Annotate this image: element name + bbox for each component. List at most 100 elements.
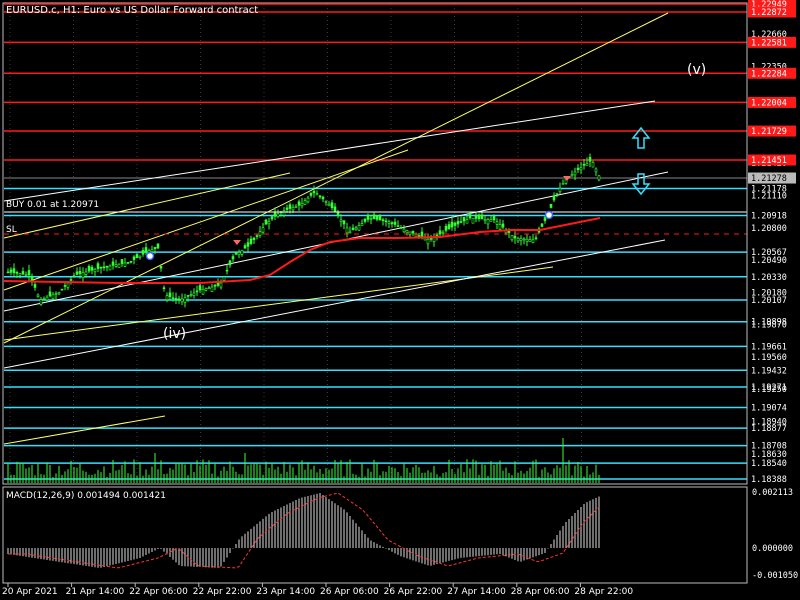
candle-body	[126, 262, 130, 264]
candle-body	[171, 297, 175, 299]
candle-body	[357, 225, 361, 231]
wave-label-v: (v)	[687, 62, 706, 78]
horizontal-levels[interactable]	[4, 3, 747, 480]
candle-body	[33, 284, 37, 288]
candlesticks	[6, 153, 601, 308]
candle-body	[153, 247, 157, 250]
sell-marker-icon[interactable]	[563, 176, 571, 181]
candle-body	[117, 263, 121, 268]
candle-body	[156, 243, 160, 249]
candle-body	[6, 271, 10, 274]
price-tag	[748, 36, 796, 48]
candle-body	[450, 221, 454, 228]
candle-body	[228, 260, 232, 266]
candle-body	[303, 200, 307, 205]
candle-body	[573, 171, 577, 176]
candle-body	[123, 262, 127, 267]
candle-body	[306, 197, 310, 203]
time-tick-label: 26 Apr 06:00	[320, 587, 379, 597]
candle-body	[348, 231, 352, 234]
candle-body	[558, 188, 562, 193]
trend-channel-line[interactable]	[3, 149, 409, 291]
candle-body	[36, 294, 40, 298]
candle-body	[525, 238, 529, 243]
candle-body	[366, 214, 370, 220]
candle-body	[441, 231, 445, 234]
candle-body	[159, 265, 163, 269]
candle-body	[60, 288, 64, 291]
volume-bars	[7, 438, 600, 483]
candle-body	[468, 212, 472, 219]
candle-body	[420, 231, 424, 238]
candle-body	[477, 214, 481, 220]
candle-body	[267, 221, 271, 225]
candle-body	[162, 287, 166, 289]
price-pane[interactable]: EURUSD.c, H1: Euro vs US Dollar Forward …	[2, 2, 748, 485]
macd-title: MACD(12,26,9) 0.001494 0.001421	[6, 491, 166, 501]
price-tick-label: 1.19661	[751, 342, 787, 352]
candle-body	[222, 276, 226, 281]
trend-channel-line[interactable]	[3, 172, 291, 239]
candle-body	[432, 237, 436, 242]
candle-body	[129, 260, 133, 263]
candle-body	[255, 235, 259, 237]
candle-body	[87, 266, 91, 272]
candle-body	[102, 266, 106, 269]
sell-marker-icon[interactable]	[233, 240, 241, 245]
candle-body	[207, 287, 211, 290]
price-tag	[748, 0, 796, 10]
candle-body	[354, 227, 358, 230]
candle-body	[456, 221, 460, 225]
trend-channel-line[interactable]	[3, 239, 666, 369]
candle-body	[132, 256, 136, 260]
candle-body	[513, 235, 517, 239]
candle-body	[492, 215, 496, 221]
price-tick-label: 1.19870	[751, 321, 787, 331]
candle-body	[186, 295, 190, 297]
trend-channel-line[interactable]	[3, 100, 656, 202]
macd-signal-line	[8, 492, 600, 569]
price-tag	[748, 96, 796, 108]
candle-body	[345, 227, 349, 234]
candle-body	[414, 234, 418, 237]
candle-body	[240, 250, 244, 255]
candle-body	[180, 298, 184, 303]
candle-body	[543, 217, 547, 222]
down-arrow-icon[interactable]	[631, 173, 651, 196]
up-arrow-icon[interactable]	[631, 126, 651, 149]
candle-body	[192, 292, 196, 296]
time-axis[interactable]: 20 Apr 2021 21 Apr 14:00 22 Apr 06:00 22 Ap…	[2, 583, 633, 597]
candle-body	[204, 288, 208, 291]
time-tick-label: 23 Apr 14:00	[256, 587, 315, 597]
candle-body	[57, 292, 61, 295]
candle-body	[351, 227, 355, 231]
trade-marker-icon[interactable]	[145, 251, 155, 261]
candle-body	[339, 219, 343, 222]
candle-body	[510, 235, 514, 241]
candle-body	[42, 298, 46, 300]
candle-body	[213, 284, 217, 287]
candle-body	[471, 217, 475, 224]
trade-marker-icon[interactable]	[544, 210, 554, 220]
price-tick-label: 1.20180	[751, 288, 787, 298]
macd-tick-top: 0.002113	[752, 488, 793, 498]
candle-body	[333, 206, 337, 213]
candle-body	[597, 175, 601, 181]
candle-body	[324, 201, 328, 203]
candle-body	[258, 231, 262, 236]
macd-pane[interactable]: MACD(12,26,9) 0.001494 0.001421 0.002113…	[2, 486, 798, 584]
candle-body	[93, 269, 97, 273]
candle-body	[399, 227, 403, 229]
candle-body	[264, 219, 268, 225]
candle-body	[75, 271, 79, 275]
candle-body	[45, 296, 49, 301]
buy-order-label: BUY 0.01 at 1.20971	[6, 200, 99, 210]
candle-body	[189, 294, 193, 296]
price-tick-label: 1.20918	[751, 212, 787, 222]
trend-channel-line[interactable]	[3, 415, 166, 445]
candle-body	[444, 226, 448, 231]
time-tick-label: 20 Apr 2021	[2, 587, 58, 597]
price-tag	[748, 6, 796, 18]
